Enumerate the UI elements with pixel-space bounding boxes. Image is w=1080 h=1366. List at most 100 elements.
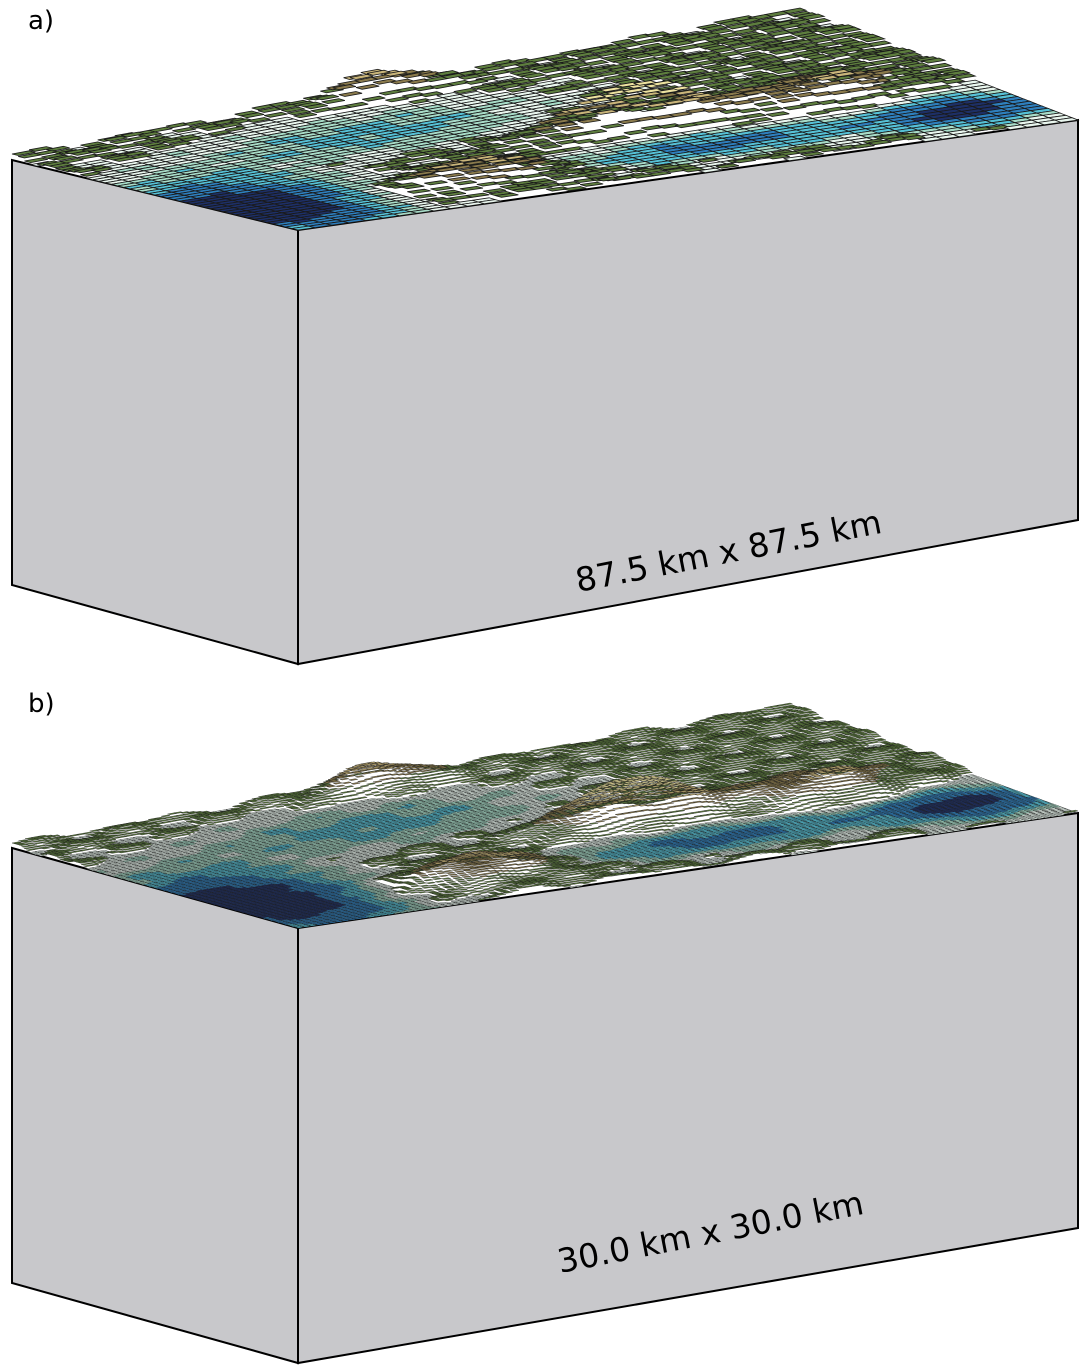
terrain-cell xyxy=(1053,117,1080,123)
terrain-cell xyxy=(351,782,361,785)
terrain-cell xyxy=(542,767,552,771)
terrain-cell xyxy=(730,28,758,35)
terrain-cell xyxy=(724,725,735,728)
terrain-cell xyxy=(458,766,468,770)
terrain-cell xyxy=(730,99,755,106)
terrain-cell xyxy=(902,134,926,141)
terrain-cell xyxy=(544,172,568,178)
block-left-face xyxy=(11,846,299,1365)
terrain-cell xyxy=(583,128,608,135)
terrain-cell xyxy=(684,68,710,75)
terrain-cell xyxy=(376,763,386,766)
terrain-cell xyxy=(162,837,172,840)
terrain-cell xyxy=(806,110,830,116)
terrain-cell xyxy=(430,185,454,192)
terrain-cell xyxy=(68,846,78,849)
terrain-cell xyxy=(702,107,727,113)
terrain-cell xyxy=(232,817,242,820)
terrain-cell xyxy=(386,788,396,791)
terrain-cell xyxy=(372,780,382,783)
terrain-cell xyxy=(257,805,267,808)
terrain-cell xyxy=(604,99,628,106)
terrain-cell xyxy=(815,75,840,81)
terrain-cell xyxy=(622,762,632,765)
terrain-cell xyxy=(138,847,148,850)
terrain-cell xyxy=(407,188,431,194)
block-front-face xyxy=(297,118,1079,666)
terrain-cell xyxy=(382,793,392,796)
terrain-cell xyxy=(769,725,780,729)
terrain-cell xyxy=(733,725,744,728)
terrain-cell xyxy=(411,155,436,162)
terrain-cell xyxy=(787,87,812,94)
terrain-cell xyxy=(475,164,499,170)
terrain-cell xyxy=(279,801,289,804)
terrain-cell xyxy=(605,743,615,746)
terrain-cell xyxy=(732,157,756,164)
terrain-cell xyxy=(397,791,407,794)
terrain-cell xyxy=(556,181,581,187)
terrain-cell xyxy=(673,89,697,96)
terrain-cell xyxy=(509,158,533,164)
terrain-cell xyxy=(776,72,804,79)
terrain-cell xyxy=(851,94,876,101)
terrain-cell xyxy=(484,762,494,766)
terrain-cell xyxy=(639,737,649,740)
terrain-cell xyxy=(470,771,480,774)
terrain-cell xyxy=(485,158,510,164)
terrain-cell xyxy=(497,767,507,770)
terrain-cell xyxy=(656,73,682,80)
terrain-cell xyxy=(183,120,207,126)
terrain-cell xyxy=(709,46,737,54)
terrain-cell xyxy=(461,768,471,771)
terrain-cell xyxy=(358,796,368,799)
terrain-cell xyxy=(866,91,893,98)
terrain-cell xyxy=(421,785,431,788)
terrain-cell xyxy=(373,794,383,797)
terrain-cell xyxy=(528,76,552,83)
terrain-cell xyxy=(715,745,726,748)
terrain-cell xyxy=(526,138,550,144)
terrain-cell xyxy=(549,135,574,141)
terrain-cell xyxy=(218,122,243,128)
terrain-cell xyxy=(807,37,834,44)
terrain-cell xyxy=(453,87,478,94)
terrain-cell xyxy=(939,78,966,85)
terrain-cell xyxy=(334,793,344,796)
terrain-cell xyxy=(344,785,354,788)
terrain-cell xyxy=(371,791,381,794)
terrain-cell xyxy=(622,742,632,745)
terrain-cell xyxy=(293,809,303,812)
terrain-cell xyxy=(419,91,443,98)
terrain-cell xyxy=(738,713,749,717)
terrain-cell xyxy=(720,721,730,725)
terrain-grid xyxy=(11,7,1080,231)
terrain-cell xyxy=(673,742,684,745)
terrain-cell xyxy=(701,24,728,32)
terrain-cell xyxy=(799,13,826,20)
terrain-cell xyxy=(395,765,405,769)
terrain-cell xyxy=(582,755,592,758)
terrain-cell xyxy=(760,26,787,33)
terrain-cell xyxy=(419,790,429,793)
terrain-cell xyxy=(123,150,148,157)
terrain-cell xyxy=(140,824,150,827)
terrain-cell xyxy=(851,143,875,149)
terrain-cell xyxy=(532,141,557,147)
terrain-cell xyxy=(103,135,128,142)
terrain-cell xyxy=(774,53,801,61)
terrain-cell xyxy=(362,789,372,792)
terrain-cell xyxy=(486,143,510,150)
terrain-cell xyxy=(771,727,782,731)
terrain-cell xyxy=(756,708,767,711)
terrain-cell xyxy=(835,26,862,33)
terrain-cell xyxy=(800,151,824,157)
terrain-cell xyxy=(579,181,604,187)
terrain-cell xyxy=(206,823,216,826)
terrain-cell xyxy=(679,96,704,103)
terrain-cell xyxy=(783,104,807,111)
terrain-cell xyxy=(11,150,36,156)
terrain-cell xyxy=(24,157,48,164)
terrain-cell xyxy=(413,193,437,199)
terrain-cell xyxy=(513,61,540,68)
